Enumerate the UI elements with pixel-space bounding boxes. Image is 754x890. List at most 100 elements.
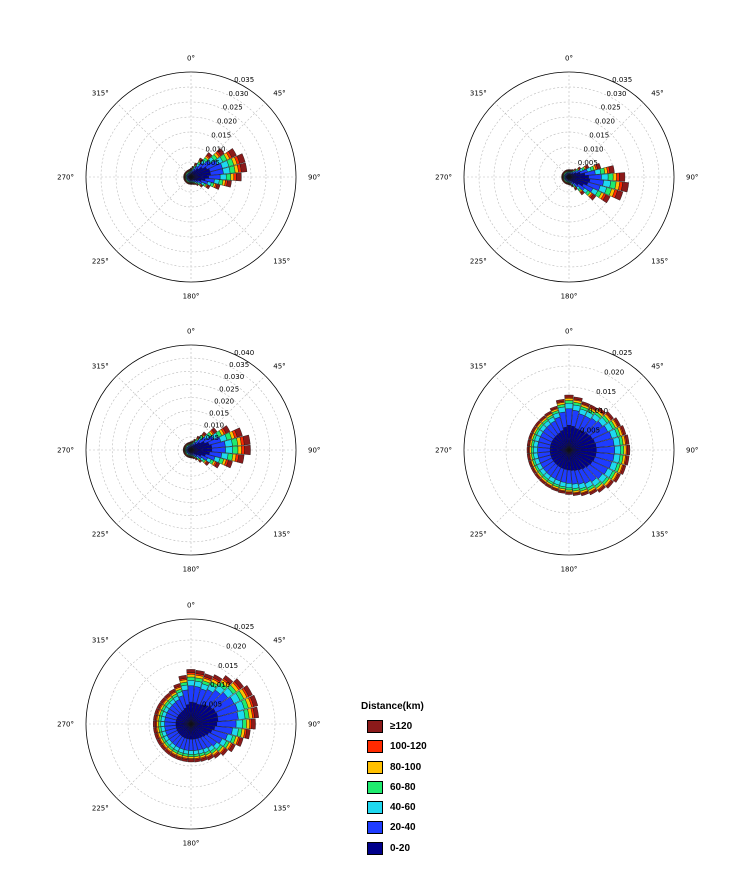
legend-item-40-60: 40-60 [367, 798, 481, 817]
radial-tick-label: 0.025 [219, 385, 239, 393]
rose-bar-segment [198, 157, 204, 162]
direction-label: 45° [651, 362, 663, 370]
direction-label: 180° [183, 566, 200, 574]
rose-bar-segment [188, 750, 194, 755]
grid-circle [493, 101, 645, 253]
grid-spoke [494, 102, 570, 178]
direction-label: 45° [273, 362, 285, 370]
direction-label: 315° [470, 362, 487, 370]
rose-bar-segment [538, 415, 546, 422]
radial-tick-label: 0.010 [210, 681, 230, 689]
direction-label: 0° [187, 328, 195, 336]
rose-bar-segment [249, 718, 252, 730]
rose-bar-segment [606, 411, 614, 420]
rose-bar-segment [192, 183, 195, 185]
rose-bar-segment [565, 492, 573, 495]
rose-bar-segment [561, 176, 563, 178]
rose-bar-segment [597, 485, 606, 493]
radial-tick-label: 0.005 [202, 701, 222, 709]
rose-bar-segment [237, 445, 242, 455]
rose-bar-segment [200, 184, 204, 188]
rose-chart-5: 0.005 0.010 0.015 0.020 0.025 0° 45° 90° 135° 180… [57, 602, 320, 848]
radial-tick-label: 0.020 [226, 642, 246, 650]
radial-tick-label: 0.010 [588, 407, 608, 415]
rose-bar-segment [242, 719, 247, 729]
rose-bar-segment [206, 152, 213, 158]
rose-bar-segment [191, 457, 194, 459]
rose-chart-4: 0.005 0.010 0.015 0.020 0.025 0° 45° 90° 135° 180… [435, 328, 698, 574]
rose-bar-segment [565, 489, 573, 493]
rose-bar-segment [191, 183, 194, 185]
radial-tick-label: 0.015 [596, 388, 616, 396]
rose-bar-segment [557, 490, 566, 494]
rose-bar-segment [539, 478, 546, 485]
direction-label: 225° [92, 258, 109, 266]
grid-spoke [568, 102, 644, 178]
rose-bar-segment [526, 446, 530, 454]
rose-bar-segment [620, 425, 627, 436]
radial-tick-label: 0.010 [205, 145, 225, 153]
rose-bar-segment [602, 194, 611, 204]
rose-bar-segment [190, 167, 192, 170]
radial-tick-label: 0.030 [228, 90, 248, 98]
rose-bar-segment [219, 173, 227, 181]
rose-bar-segment [244, 729, 251, 740]
rose-bar-segment [156, 738, 163, 746]
legend-label: 80-100 [390, 761, 422, 773]
rose-bar-segment [578, 166, 582, 170]
rose-bar-segment [620, 464, 627, 475]
rose-bar-segment [178, 674, 187, 680]
legend-item-60-80: 60-80 [367, 778, 481, 797]
direction-label: 135° [651, 258, 668, 266]
rose-bar-segment [589, 489, 598, 496]
rose-bar-segment [618, 172, 626, 182]
grid-circle [505, 386, 633, 514]
rose-chart-3: 0.005 0.010 0.015 0.020 0.025 0.030 0.035 0.040… [57, 328, 320, 574]
rose-bar-segment [186, 674, 196, 678]
rose-bar-segment [182, 450, 185, 453]
rose-bar-segment [564, 400, 574, 404]
radial-tick-label: 0.040 [234, 349, 254, 357]
rose-bar-segment [595, 162, 602, 170]
grid-circle [98, 357, 284, 543]
rose-bar-segment [154, 707, 159, 715]
rose-bar-segment [159, 744, 166, 751]
rose-bar-segment [226, 180, 232, 188]
direction-label: 45° [273, 89, 285, 97]
legend-label: 0-20 [390, 842, 411, 854]
rose-bar-segment [607, 173, 614, 181]
rose-bar-segment [251, 718, 256, 730]
rose-bar-segment [190, 456, 192, 459]
rose-bar-segment [216, 148, 225, 157]
grid-spoke [494, 176, 570, 252]
rose-bar-segment [173, 683, 181, 689]
radial-tick-label: 0.015 [209, 410, 229, 418]
rose-bar-segment [526, 439, 531, 447]
rose-bar-segment [181, 758, 188, 762]
radial-tick-label: 0.015 [589, 131, 609, 139]
rose-bar-segment [623, 445, 627, 455]
direction-label: 270° [57, 174, 74, 182]
rose-bar-segment [544, 483, 552, 489]
radial-tick-label: 0.005 [578, 159, 598, 167]
rose-bar-segment [612, 172, 617, 182]
rose-bar-segment [200, 757, 208, 762]
rose-bar-segment [195, 670, 205, 676]
radial-tick-label: 0.025 [612, 349, 632, 357]
legend-title: Distance(km) [361, 701, 424, 712]
rose-bar-segment [585, 164, 590, 169]
direction-label: 315° [92, 89, 109, 97]
direction-label: 270° [435, 174, 452, 182]
rose-bar-segment [243, 685, 253, 697]
rose-bar-segment [228, 743, 236, 753]
radial-tick-label: 0.005 [580, 427, 600, 435]
radial-tick-label: 0.015 [211, 131, 231, 139]
radial-tick-label: 0.010 [583, 145, 603, 153]
rose-bar-segment [564, 398, 574, 401]
radial-tick-label: 0.030 [606, 90, 626, 98]
rose-bar-segment [608, 165, 615, 174]
direction-label: 135° [273, 805, 290, 813]
legend-swatch [367, 841, 383, 855]
rose-bar-segment [233, 678, 244, 690]
rose-bar-segment [163, 692, 171, 699]
